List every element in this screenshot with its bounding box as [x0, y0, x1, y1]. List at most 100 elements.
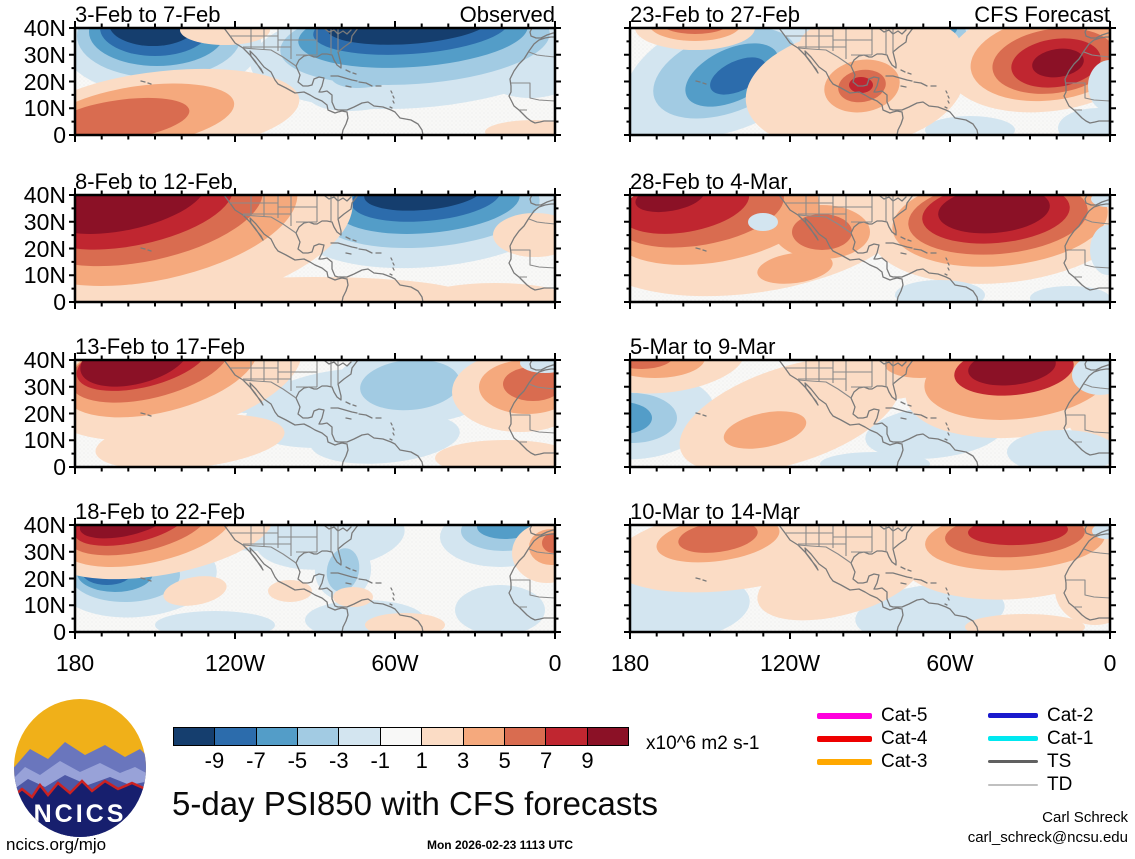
colorbar-units-label: x10^6 m2 s-1: [646, 733, 760, 754]
colorbar-tick-label: -7: [246, 748, 266, 773]
colorbar-tick-label: -1: [370, 748, 391, 773]
panel-date-range: 5-Mar to 9-Mar: [630, 334, 776, 359]
y-axis-label: 20N: [23, 68, 66, 95]
colorbar-tick-label: 9: [581, 748, 594, 773]
legend-label: TD: [1047, 773, 1073, 795]
issue-timestamp: Mon 2026-02-23 1113 UTC: [426, 838, 574, 852]
contour-map: [623, 187, 1117, 310]
y-axis-label: 10N: [23, 592, 66, 619]
contour-map: [68, 187, 562, 310]
y-axis-label: 0: [53, 122, 66, 148]
colorbar-cell: [298, 728, 340, 745]
y-axis-label: 30N: [23, 538, 66, 565]
x-axis-label: 0: [1103, 650, 1117, 676]
ncics-logo: NCICS: [14, 699, 146, 837]
panel-date-range: 10-Mar to 14-Mar: [630, 499, 800, 524]
y-axis-label: 40N: [23, 15, 66, 41]
panel-title: 18-Feb to 22-Feb: [75, 499, 555, 524]
y-axis-label: 30N: [23, 208, 66, 235]
y-axis-label: 20N: [23, 400, 66, 427]
storm-category-legend-col1: Cat-5 Cat-4 Cat-3: [817, 704, 927, 773]
y-axis-label: 20N: [23, 235, 66, 262]
colorbar-cell: [546, 728, 588, 745]
x-axis-label: 120W: [759, 650, 821, 676]
contour-map: [68, 20, 562, 143]
legend-label: Cat-5: [881, 704, 928, 726]
panel-date-range: 8-Feb to 12-Feb: [75, 169, 233, 194]
y-axis-label: 40N: [23, 512, 66, 538]
legend-item-td: TD: [988, 773, 1093, 796]
panel-title: 13-Feb to 17-Feb: [75, 334, 555, 359]
panel-title: 5-Mar to 9-Mar: [630, 334, 1110, 359]
colorbar-cell: [215, 728, 257, 745]
colorbar-cell: [463, 728, 505, 745]
panel-date-range: 18-Feb to 22-Feb: [75, 499, 245, 524]
legend-line-swatch: [817, 712, 872, 719]
legend-item-cat-1: Cat-1: [988, 727, 1093, 750]
colorbar-tick-label: -3: [329, 748, 349, 773]
credit-block: Carl Schreck carl_schreck@ncsu.edu: [968, 808, 1128, 848]
panel-title: 10-Mar to 14-Mar: [630, 499, 1110, 524]
colorbar-tick-label: 7: [539, 748, 553, 773]
panel-date-range: 13-Feb to 17-Feb: [75, 334, 245, 359]
credit-email: carl_schreck@ncsu.edu: [967, 829, 1128, 846]
y-axis-label: 30N: [23, 373, 66, 400]
colorbar-tick-label: -5: [287, 748, 308, 773]
legend-line-swatch: [988, 760, 1038, 763]
y-axis-label: 10N: [23, 95, 66, 122]
legend-item-cat-2: Cat-2: [988, 704, 1093, 727]
colorbar-tick-label: 5: [498, 748, 511, 773]
figure-title: 5-day PSI850 with CFS forecasts: [172, 785, 659, 822]
legend-label: Cat-2: [1047, 704, 1094, 726]
colorbar-cell: [587, 728, 628, 745]
x-axis-label: 0: [548, 650, 562, 676]
legend-line-swatch: [817, 758, 872, 765]
y-axis-label: 30N: [23, 41, 66, 68]
colorbar: [173, 727, 629, 746]
anomaly-contours: [630, 28, 1110, 135]
colorbar-tick-label: 3: [457, 748, 470, 773]
contour-map: [68, 352, 562, 475]
credit-name: Carl Schreck: [1042, 809, 1128, 826]
panel-title: 3-Feb to 7-Feb Observed: [75, 2, 555, 27]
x-axis-label: 180: [610, 650, 650, 676]
y-axis-label: 0: [53, 289, 66, 315]
x-axis-label: 60W: [926, 650, 974, 676]
colorbar-cell: [339, 728, 381, 745]
legend-line-swatch: [988, 783, 1038, 786]
legend-line-swatch: [988, 713, 1038, 718]
legend-label: Cat-3: [881, 750, 928, 772]
logo-text: NCICS: [34, 800, 127, 828]
legend-item-cat-4: Cat-4: [817, 727, 927, 750]
anomaly-contours: [75, 28, 555, 135]
panel-date-range: 23-Feb to 27-Feb: [630, 2, 800, 27]
legend-line-swatch: [988, 736, 1038, 741]
y-axis-label: 40N: [23, 347, 66, 373]
legend-label: Cat-1: [1047, 727, 1094, 749]
y-axis-label: 0: [53, 454, 66, 480]
panel-title: 28-Feb to 4-Mar: [630, 169, 1110, 194]
legend-item-cat-5: Cat-5: [817, 704, 927, 727]
x-axis-label: 120W: [204, 650, 266, 676]
contour-map: [623, 517, 1117, 640]
y-axis-label: 10N: [23, 262, 66, 289]
panel-date-range: 28-Feb to 4-Mar: [630, 169, 788, 194]
y-axis-label: 10N: [23, 427, 66, 454]
panel-annotation: CFS Forecast: [974, 2, 1110, 27]
colorbar-tick-label: 1: [415, 748, 428, 773]
colorbar-tick-label: -9: [204, 748, 225, 773]
panel-date-range: 3-Feb to 7-Feb: [75, 2, 221, 27]
colorbar-cell: [504, 728, 547, 745]
anomaly-contours: [75, 525, 555, 632]
x-axis-label: 60W: [371, 650, 419, 676]
legend-label: TS: [1047, 750, 1072, 772]
colorbar-cell: [380, 728, 423, 745]
anomaly-contours: [75, 195, 555, 302]
legend-line-swatch: [817, 735, 872, 742]
y-axis-label: 20N: [23, 565, 66, 592]
contour-map: [623, 352, 1117, 475]
x-axis-label: 180: [55, 650, 95, 676]
site-url: ncics.org/mjo: [6, 835, 107, 854]
y-axis-label: 40N: [23, 182, 66, 208]
